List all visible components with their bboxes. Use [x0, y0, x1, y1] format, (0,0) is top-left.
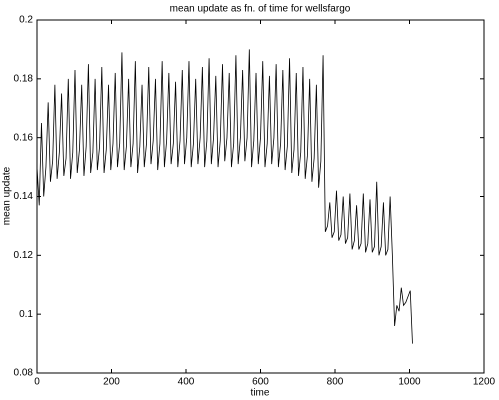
- x-tick-label: 0: [34, 377, 40, 388]
- data-line: [36, 49, 413, 344]
- y-tick-label: 0.1: [19, 309, 33, 320]
- y-tick-label: 0.08: [14, 368, 34, 379]
- y-axis-label: mean update: [2, 166, 13, 225]
- x-tick-label: 1000: [398, 377, 421, 388]
- y-tick-label: 0.2: [19, 15, 33, 26]
- y-tick-label: 0.14: [14, 191, 34, 202]
- axes-box: [36, 19, 485, 374]
- y-tick-label: 0.12: [14, 250, 34, 261]
- x-tick-label: 800: [327, 377, 344, 388]
- y-tick-label: 0.18: [14, 73, 34, 84]
- x-tick-label: 400: [178, 377, 195, 388]
- x-tick-label: 600: [252, 377, 269, 388]
- x-axis-label: time: [251, 388, 270, 399]
- y-tick-label: 0.16: [14, 132, 34, 143]
- x-tick-label: 1200: [473, 377, 496, 388]
- x-tick-label: 200: [103, 377, 120, 388]
- chart-title: mean update as fn. of time for wellsfarg…: [170, 4, 351, 15]
